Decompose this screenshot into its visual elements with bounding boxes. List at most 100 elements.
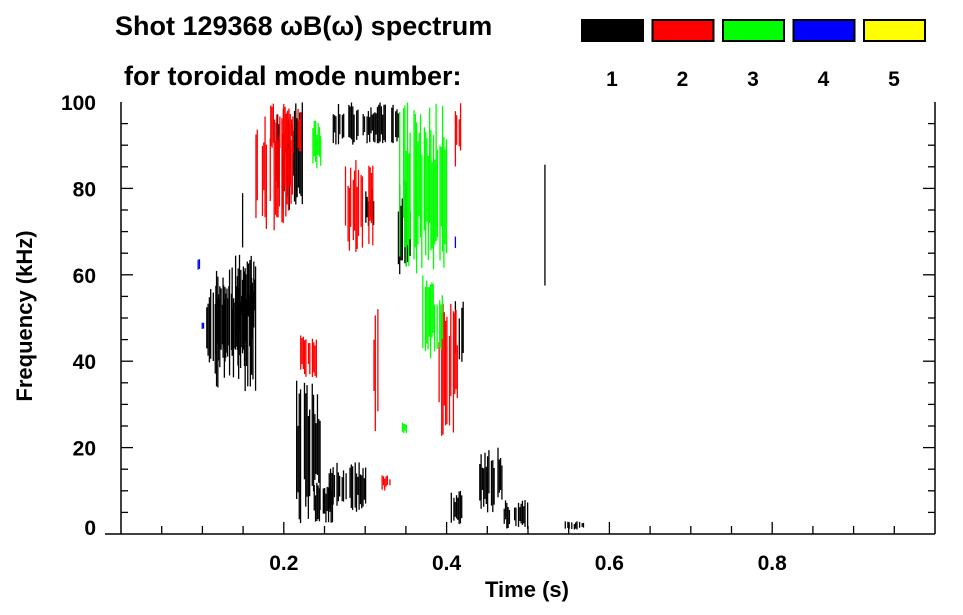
spectrum-strip xyxy=(349,467,351,498)
spectrum-strip xyxy=(249,285,252,387)
legend-label-3: 3 xyxy=(747,68,759,91)
chart-title-line1: Shot 129368 ωB(ω) spectrum xyxy=(115,11,492,41)
spectrum-strip xyxy=(241,193,244,248)
spectrum-strip xyxy=(443,137,445,268)
y-tick-label: 60 xyxy=(73,265,96,288)
spectrum-strip xyxy=(327,487,330,523)
legend: 1 2 3 4 5 xyxy=(581,19,926,91)
spectrum-strip xyxy=(364,467,367,504)
spectrum-strip xyxy=(456,115,458,145)
spectrum-strip xyxy=(377,309,379,412)
spectrum-strip xyxy=(331,472,333,505)
spectrum-strip xyxy=(352,106,354,145)
spectrum-strip xyxy=(335,116,337,145)
spectrum-strip xyxy=(303,382,306,480)
spectrum-strip xyxy=(349,106,351,138)
spectrum-strip xyxy=(369,116,371,143)
spectrum-strip xyxy=(350,167,352,227)
spectrum-strip xyxy=(369,167,371,221)
spectrum-strip xyxy=(207,303,209,356)
spectrum-strip xyxy=(339,114,341,135)
spectrum-strip xyxy=(383,104,385,141)
y-tick-label: 0 xyxy=(84,517,96,540)
spectrum-strip xyxy=(480,454,482,509)
spectrum-region-n=3 xyxy=(422,275,443,359)
spectrum-strip xyxy=(222,277,224,358)
spectrum-strip xyxy=(499,457,502,491)
spectrum-strip xyxy=(441,313,443,436)
spectrum-strip xyxy=(401,198,403,261)
spectrum-strip xyxy=(337,472,339,502)
spectrum-strip xyxy=(317,122,319,155)
spectrum-strip xyxy=(345,473,347,500)
spectrum-strip xyxy=(458,491,460,525)
spectrum-strip xyxy=(357,109,359,136)
spectrum-strip xyxy=(454,502,456,517)
spectrum-strip xyxy=(234,255,237,336)
spectrum-strip xyxy=(251,282,254,339)
spectrum-strip xyxy=(333,115,336,133)
x-tick-label: 0.6 xyxy=(595,552,624,575)
spectrum-strip xyxy=(428,287,430,337)
spectrum-strip xyxy=(454,236,457,249)
spectrum-strip xyxy=(384,104,386,143)
spectrum-strip xyxy=(293,110,296,202)
spectrum-strip xyxy=(285,113,287,217)
spectrum-strip xyxy=(507,507,509,528)
spectrum-strip xyxy=(320,135,322,166)
spectrum-strip xyxy=(297,121,300,188)
spectrum-strip xyxy=(353,170,356,231)
spectrum-strip xyxy=(361,475,363,509)
spectrum-strip xyxy=(513,507,516,521)
spectrum-strip xyxy=(362,114,364,136)
spectrum-strip xyxy=(301,102,303,205)
spectrum-strip xyxy=(333,474,336,498)
spectrum-strip xyxy=(330,490,332,523)
spectrum-strip xyxy=(343,113,345,138)
spectrum-strip xyxy=(297,108,299,148)
spectrum-strip xyxy=(210,288,212,359)
spectrum-strip xyxy=(228,269,231,376)
spectrum-strip xyxy=(314,120,317,162)
spectrum-region-n=4 xyxy=(201,322,205,329)
spectrum-strip xyxy=(402,108,405,218)
spectrum-strip xyxy=(493,467,495,505)
spectrum-strip xyxy=(405,424,408,434)
spectrum-strip xyxy=(274,119,276,143)
spectrum-strip xyxy=(455,495,458,519)
spectrum-region-n=4 xyxy=(454,236,457,249)
spectrum-strip xyxy=(575,522,577,529)
spectrum-strip xyxy=(316,482,318,522)
spectrum-strip xyxy=(484,452,486,499)
spectrum-strip xyxy=(245,299,248,366)
spectrum-strip xyxy=(457,497,459,520)
spectrum-strip xyxy=(485,466,487,505)
spectrum-strip xyxy=(357,476,359,495)
spectrum-region-n=1 xyxy=(544,164,546,286)
spectrum-strip xyxy=(520,503,522,524)
spectrum-strip xyxy=(247,292,249,387)
spectrum-strip xyxy=(404,105,406,248)
spectrum-strip xyxy=(567,521,569,528)
spectrum-strip xyxy=(332,467,334,505)
spectrum-strip xyxy=(298,393,300,520)
legend-label-1: 1 xyxy=(606,68,618,91)
spectrum-region-n=1 xyxy=(234,254,256,339)
spectrum-strip xyxy=(372,113,375,142)
spectrum-strip xyxy=(284,106,286,153)
spectrum-strip xyxy=(381,475,383,490)
spectrum-strip xyxy=(313,485,315,511)
spectrum-strip xyxy=(441,106,444,252)
spectrum-region-n=1 xyxy=(296,380,321,524)
spectrum-strip xyxy=(501,465,503,500)
spectrum-strip xyxy=(452,311,455,433)
spectrum-strip xyxy=(342,470,345,502)
spectrum-region-n=3 xyxy=(312,120,322,169)
spectrum-strip xyxy=(249,260,251,312)
spectrum-strip xyxy=(348,187,351,251)
spectrum-strip xyxy=(315,423,317,475)
spectrum-strip xyxy=(212,292,214,362)
spectrum-strip xyxy=(363,478,365,500)
spectrum-strip xyxy=(456,345,458,399)
